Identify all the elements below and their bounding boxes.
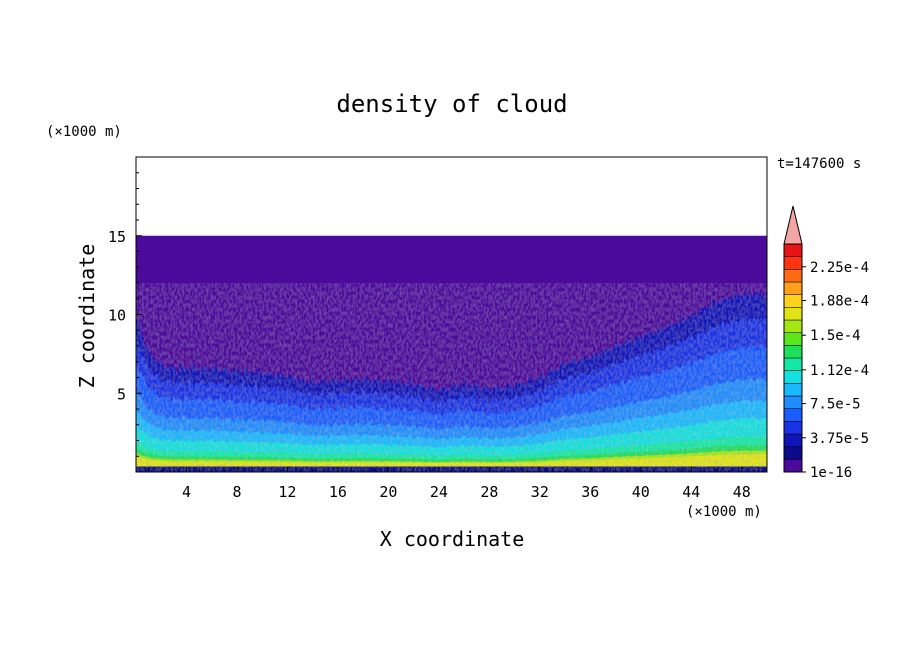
colorbar-segment xyxy=(783,408,803,422)
colorbar-label: 1.88e-4 xyxy=(810,294,869,310)
colorbar-label: 1e-16 xyxy=(810,465,852,481)
x-tick-label: 48 xyxy=(733,483,751,501)
colorbar-segment xyxy=(783,281,803,295)
x-tick-label: 32 xyxy=(531,483,549,501)
colorbar-segment xyxy=(783,243,803,257)
y-tick-label: 15 xyxy=(108,228,126,246)
y-axis-label: Z coordinate xyxy=(75,244,99,389)
x-tick-label: 28 xyxy=(480,483,498,501)
x-tick-label: 16 xyxy=(329,483,347,501)
colorbar-label: 1.12e-4 xyxy=(810,363,869,379)
x-tick-label: 20 xyxy=(379,483,397,501)
time-label: t=147600 s xyxy=(777,156,861,172)
colorbar-segment xyxy=(783,307,803,321)
colorbar-segment xyxy=(783,433,803,447)
x-tick-label: 24 xyxy=(430,483,448,501)
colorbar-segment xyxy=(783,446,803,460)
colorbar: 2.25e-4 1.88e-4 1.5e-4 1.12e-4 7.5e-5 3.75e-5… xyxy=(783,205,869,481)
chart-title: density of cloud xyxy=(336,90,567,118)
colorbar-segment xyxy=(783,269,803,283)
x-tick-label: 36 xyxy=(581,483,599,501)
x-axis-label: X coordinate xyxy=(380,527,525,551)
colorbar-label: 2.25e-4 xyxy=(810,260,869,276)
colorbar-label: 1.5e-4 xyxy=(810,328,861,344)
x-tick-label: 44 xyxy=(682,483,700,501)
colorbar-segment xyxy=(783,370,803,384)
y-tick-label: 5 xyxy=(117,385,126,403)
y-unit-label: (×1000 m) xyxy=(46,124,122,140)
field-texture xyxy=(136,283,767,472)
colorbar-segment xyxy=(783,421,803,435)
x-axis: 4 8 12 16 20 24 28 32 36 40 44 48 xyxy=(148,467,755,501)
colorbar-label: 3.75e-5 xyxy=(810,431,869,447)
colorbar-segment xyxy=(783,332,803,346)
colorbar-segment xyxy=(783,345,803,359)
plot-area xyxy=(136,235,767,472)
colorbar-segment xyxy=(783,459,803,473)
colorbar-extend-arrow xyxy=(783,205,803,245)
x-tick-label: 12 xyxy=(278,483,296,501)
x-tick-label: 40 xyxy=(632,483,650,501)
y-axis: 5 10 15 xyxy=(108,172,142,457)
colorbar-segment xyxy=(783,256,803,270)
x-tick-label: 4 xyxy=(182,483,191,501)
colorbar-segment xyxy=(783,357,803,371)
colorbar-segment xyxy=(783,294,803,308)
colorbar-label: 7.5e-5 xyxy=(810,397,861,413)
y-tick-label: 10 xyxy=(108,307,126,325)
colorbar-frame xyxy=(783,243,803,473)
colorbar-segment xyxy=(783,383,803,397)
x-unit-label: (×1000 m) xyxy=(686,504,762,520)
colorbar-segment xyxy=(783,395,803,409)
x-tick-label: 8 xyxy=(232,483,241,501)
colorbar-segment xyxy=(783,319,803,333)
